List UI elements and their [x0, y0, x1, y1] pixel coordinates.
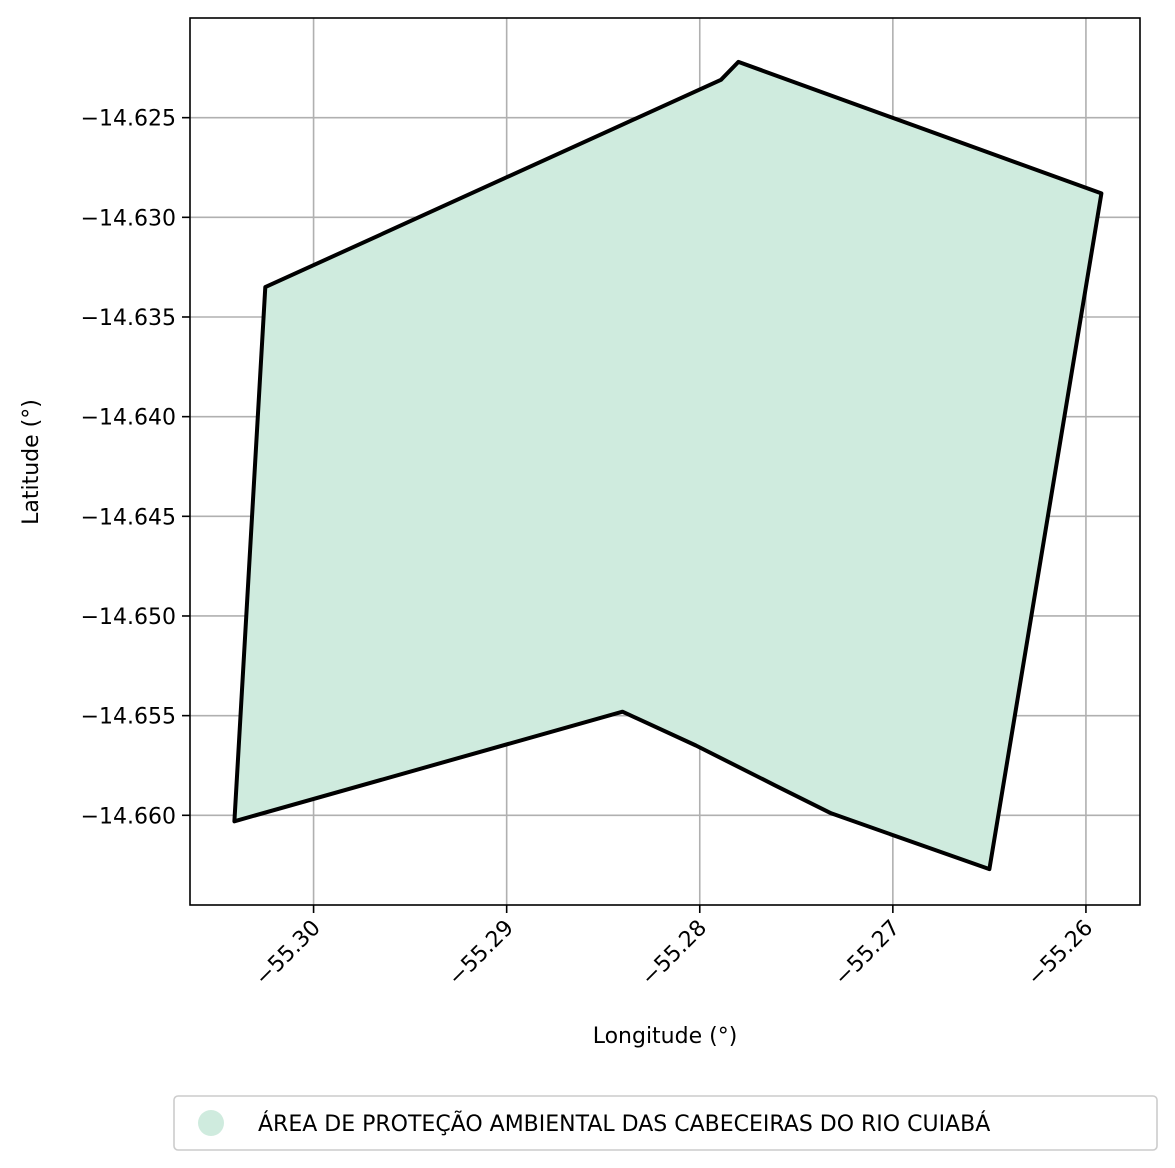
y-axis-ticks: −14.625 −14.630 −14.635 −14.640 −14.645 −14.6… — [81, 107, 190, 829]
legend-label: ÁREA DE PROTEÇÃO AMBIENTAL DAS CABECEIRA… — [258, 1110, 990, 1137]
y-tick-label: −14.640 — [81, 406, 176, 431]
x-axis-label: Longitude (°) — [593, 1024, 738, 1049]
plot-frame — [189, 17, 1141, 906]
legend-marker — [198, 1110, 224, 1136]
y-tick-label: −14.645 — [81, 505, 176, 530]
y-tick-label: −14.625 — [81, 107, 176, 132]
y-tick-label: −14.660 — [81, 804, 176, 829]
y-tick-label: −14.630 — [81, 206, 176, 231]
map-shapes — [232, 59, 1104, 872]
y-tick-label: −14.655 — [81, 705, 176, 730]
x-tick-label: −55.28 — [637, 916, 712, 991]
x-axis-ticks: −55.30 −55.29 −55.28 −55.27 −55.26 — [251, 905, 1098, 991]
x-tick-label: −55.27 — [830, 916, 905, 991]
y-tick-label: −14.650 — [81, 605, 176, 630]
x-tick-label: −55.29 — [444, 916, 519, 991]
x-tick-label: −55.30 — [251, 916, 326, 991]
y-axis-label: Latitude (°) — [19, 399, 44, 525]
protected-area-polygon — [232, 59, 1104, 872]
y-tick-label: −14.635 — [81, 306, 176, 331]
x-tick-label: −55.26 — [1023, 916, 1098, 991]
legend-frame — [173, 1095, 1158, 1151]
legend: ÁREA DE PROTEÇÃO AMBIENTAL DAS CABECEIRA… — [173, 1095, 1158, 1151]
